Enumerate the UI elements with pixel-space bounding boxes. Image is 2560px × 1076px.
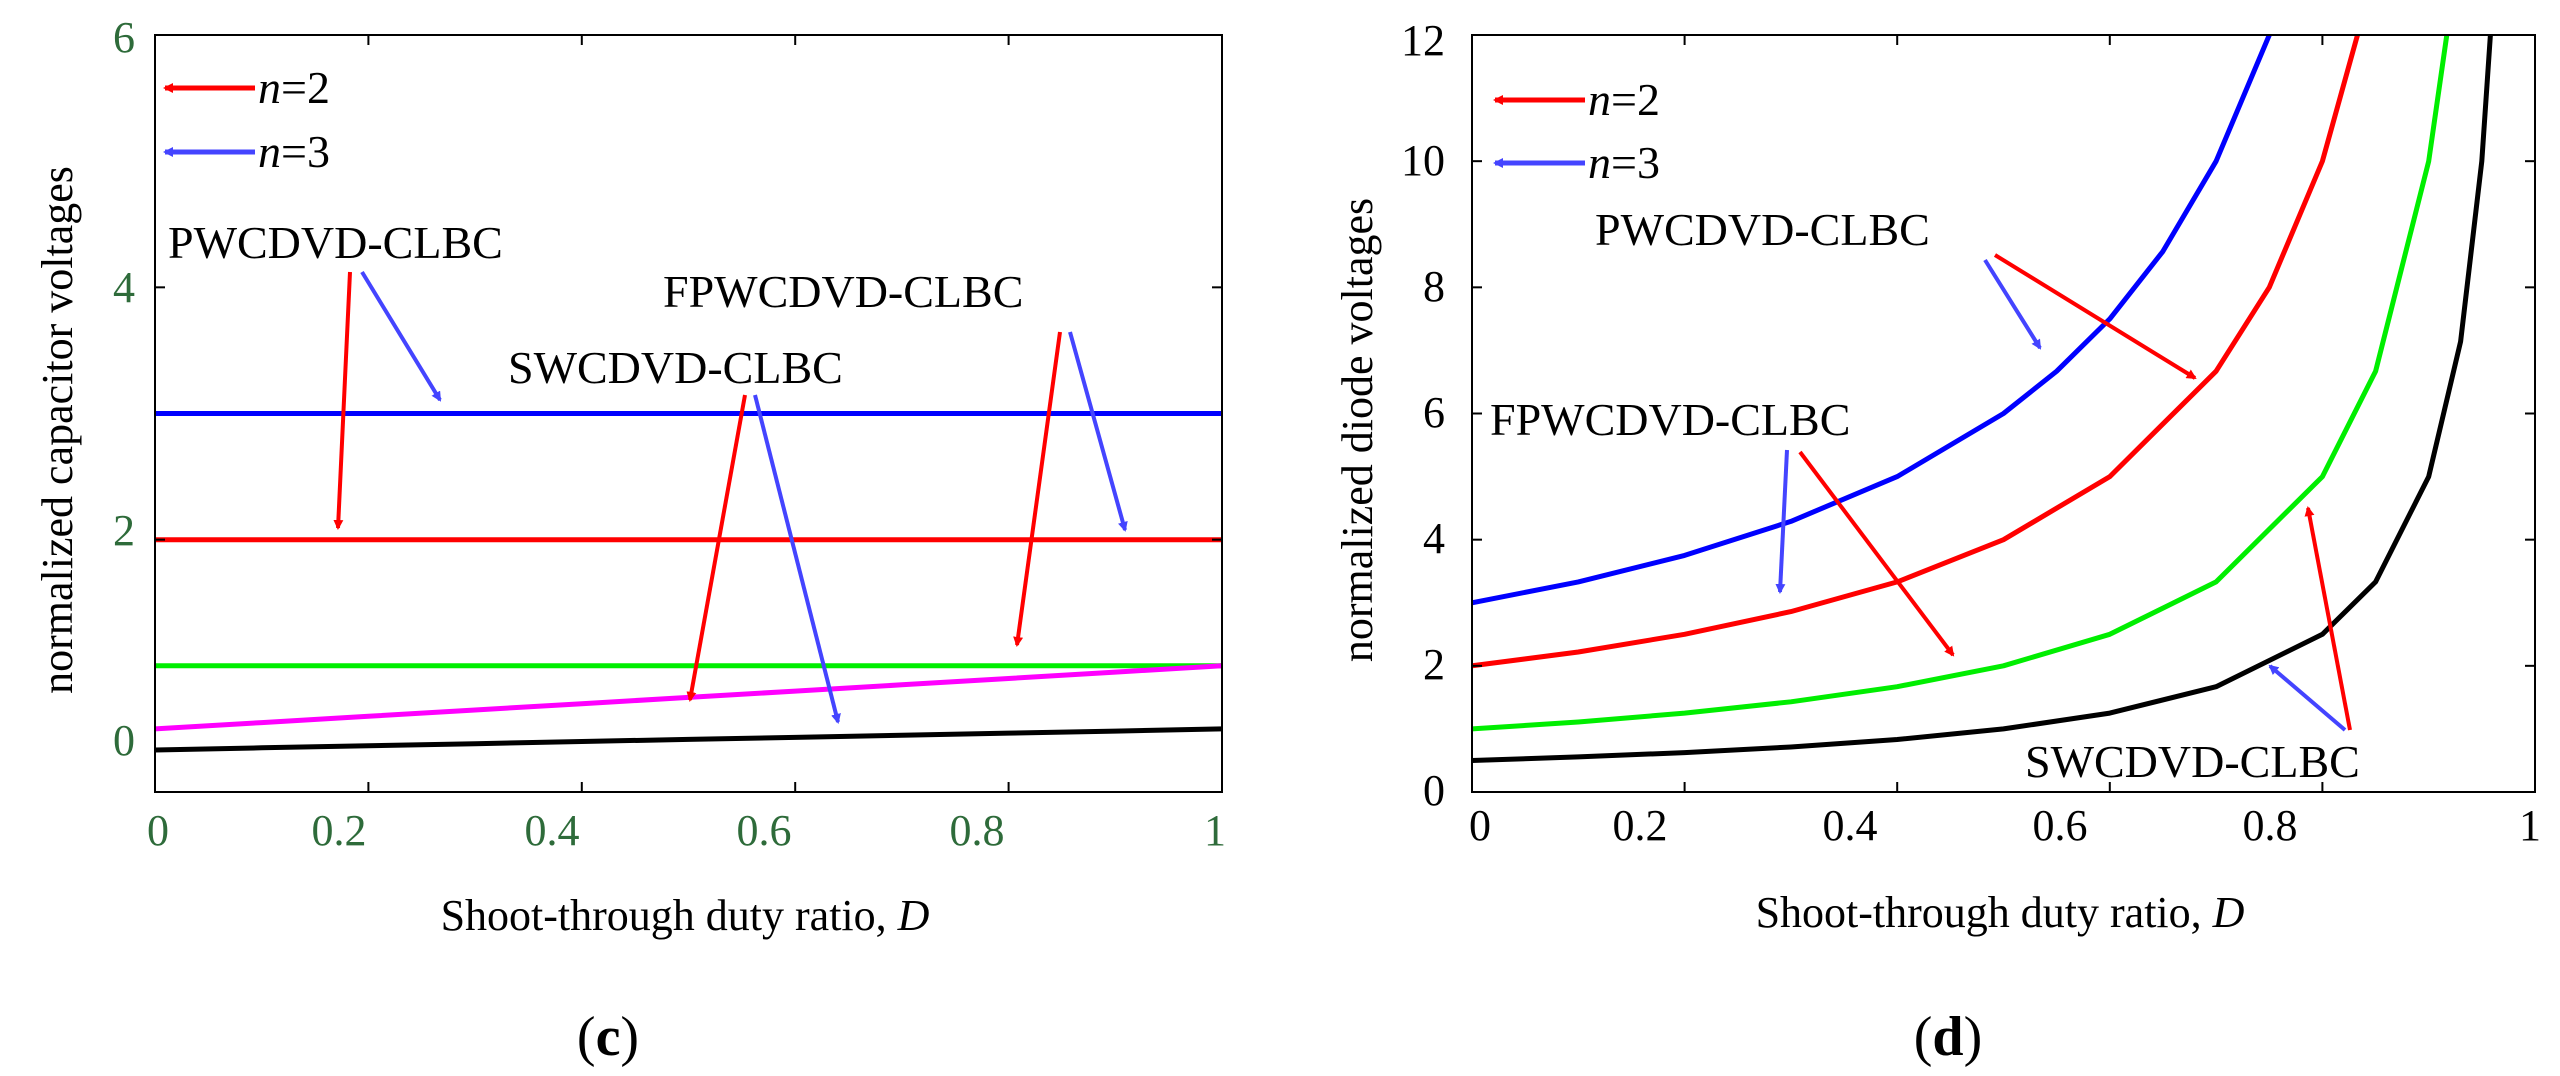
annotation-arrow [1798,450,1955,657]
y-tick-label: 6 [1423,388,1445,437]
x-tick-label: 0.8 [2243,801,2298,850]
series-line-pwcdvd-clbc-n-3 [1472,35,2272,606]
y-tick-label: 0 [113,716,135,765]
annotation-pwcdvd: PWCDVD-CLBC [168,217,503,268]
annotation-arrow [1993,253,2197,380]
legend-entry: n=3 [258,126,330,177]
legend-entry: n=3 [1588,137,1660,188]
annotation-arrow [686,394,747,702]
annotation-arrow [360,270,442,402]
y-tick-label: 6 [113,13,135,62]
series-line-fpwcdvd-clbc [1472,35,2450,732]
annotation-arrow [753,394,841,724]
y-tick-label: 4 [113,263,135,312]
legend-entry: n=2 [1588,74,1660,125]
annotation-fpwcdvd: FPWCDVD-CLBC [1490,394,1850,445]
annotation-swcdvd: SWCDVD-CLBC [508,342,843,393]
x-tick-label: 0.2 [312,806,367,855]
annotation-arrow [2268,664,2347,732]
y-axis-label-d: normalized diode voltages [1333,198,1382,662]
x-tick-label: 0 [1469,801,1491,850]
y-tick-label: 0 [1423,766,1445,815]
y-tick-label: 8 [1423,262,1445,311]
annotations-c: PWCDVD-CLBC FPWCDVD-CLBC SWCDVD-CLBC [168,217,1128,724]
x-tick-label: 1 [1204,806,1226,855]
panel-c: 0 2 4 6 0 0.2 0.4 0.6 0.8 1 Shoot-throug… [33,13,1226,1068]
x-axis-label-d: Shoot-through duty ratio, D [1756,888,2245,937]
annotation-arrow [333,271,352,530]
y-tick-label: 10 [1401,136,1445,185]
x-tick-label: 0.6 [737,806,792,855]
legend-entry: n=2 [258,62,330,113]
y-tick-label: 2 [113,506,135,555]
y-tick-labels-c: 0 2 4 6 [113,13,135,765]
legend-c: n=2 n=3 [163,62,330,177]
x-axis-label-c: Shoot-through duty ratio, D [441,891,930,940]
x-tick-label: 0 [147,806,169,855]
x-tick-label: 0.6 [2033,801,2088,850]
annotation-arrow [2304,506,2352,731]
plot-area-c [154,34,1223,793]
annotation-arrow [1983,258,2042,350]
series-group [1472,35,2493,763]
x-tick-label: 0.4 [525,806,580,855]
x-tick-labels-d: 0 0.2 0.4 0.6 0.8 1 [1469,801,2541,850]
plot-area-d [1471,34,2536,793]
x-tick-labels-c: 0 0.2 0.4 0.6 0.8 1 [147,806,1226,855]
annotation-fpwcdvd: FPWCDVD-CLBC [663,266,1023,317]
annotations-d: PWCDVD-CLBC FPWCDVD-CLBC SWCDVD-CLBC [1490,204,2360,787]
x-tick-label: 0.8 [950,806,1005,855]
panel-d: 0 2 4 6 8 10 12 0 0.2 0.4 0.6 0.8 1 Shoo… [1333,16,2541,1068]
y-tick-label: 12 [1401,16,1445,65]
annotation-arrow [1775,449,1789,594]
panel-label-c: (c) [577,1006,639,1068]
legend-d: n=2 n=3 [1493,74,1660,188]
panel-label-d: (d) [1914,1006,1982,1068]
series-line-pwcdvd-clbc-n-2 [1472,35,2360,669]
annotation-pwcdvd: PWCDVD-CLBC [1595,204,1930,255]
y-tick-labels-d: 0 2 4 6 8 10 12 [1401,16,1445,815]
annotation-arrow [1068,331,1128,532]
x-tick-label: 0.2 [1613,801,1668,850]
series-line-swcdvd-clbc [1472,35,2493,763]
annotation-swcdvd: SWCDVD-CLBC [2025,736,2360,787]
plot-frame [154,34,1223,793]
y-tick-label: 4 [1423,514,1445,563]
series-line-swcdvd-clbc-n-3 [155,726,1222,753]
y-tick-label: 2 [1423,640,1445,689]
annotation-arrow [1013,331,1062,647]
y-axis-label-c: normalized capacitor voltages [33,166,82,694]
x-tick-label: 0.4 [1823,801,1878,850]
x-tick-label: 1 [2519,801,2541,850]
